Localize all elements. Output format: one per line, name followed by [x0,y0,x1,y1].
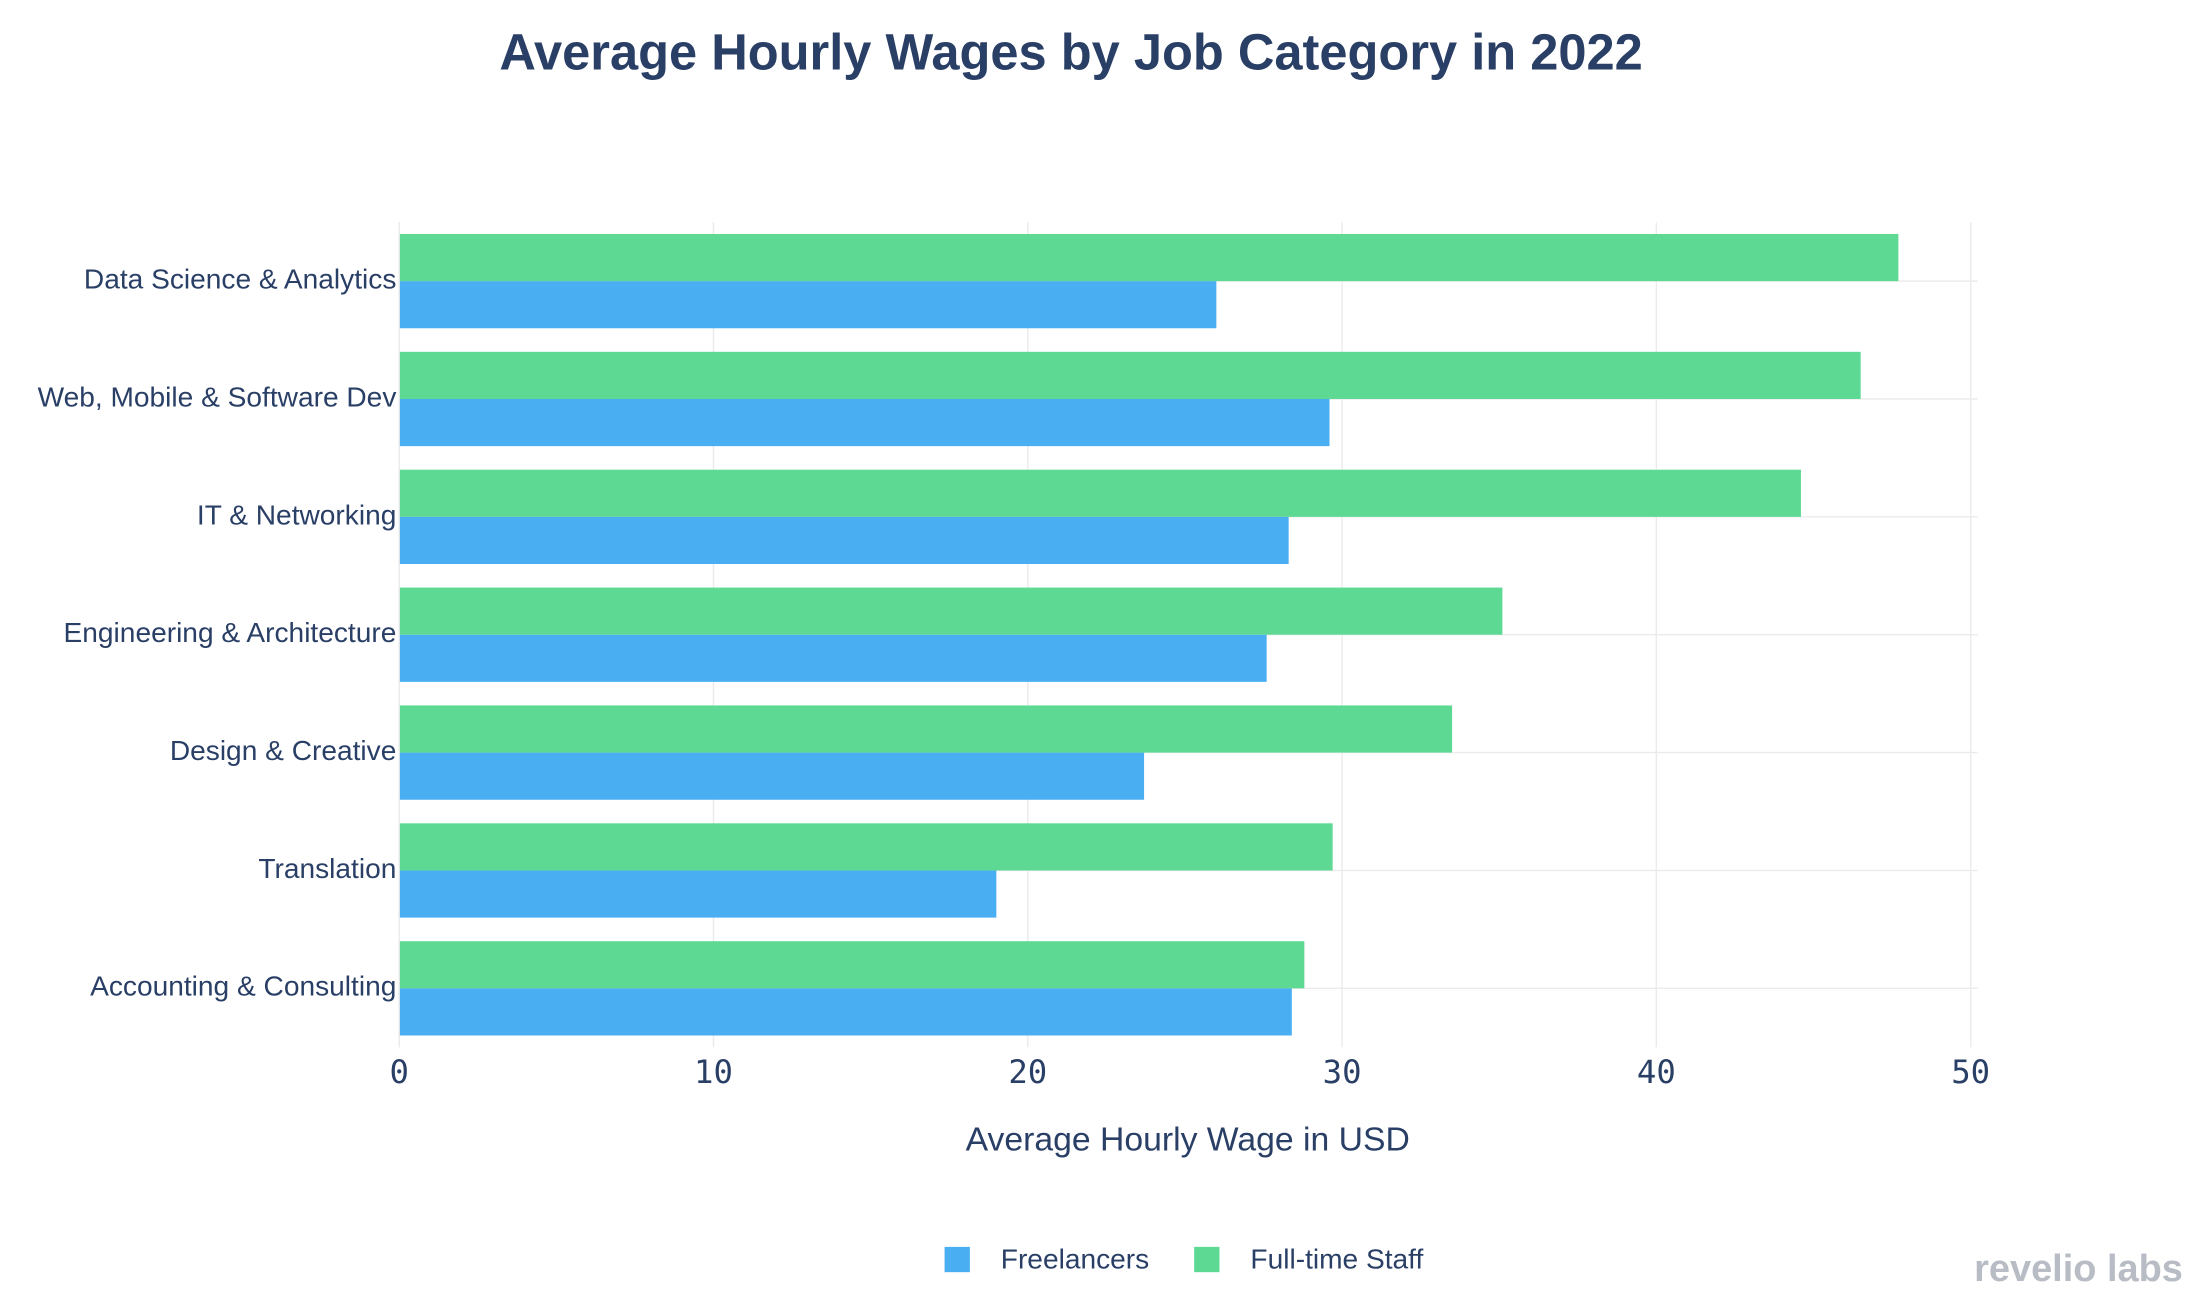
bar [399,752,1145,800]
y-tick-label: Design & Creative [170,735,397,766]
bar [399,705,1453,753]
legend-label: Freelancers [1001,1243,1149,1274]
bar [399,398,1330,447]
bar [399,233,1899,282]
bar [399,587,1503,635]
bar [399,469,1801,517]
chart-title: Average Hourly Wages by Job Category in … [499,24,1642,81]
x-tick-label: 30 [1323,1053,1362,1091]
bar [399,941,1305,989]
x-tick-label: 10 [694,1053,733,1091]
watermark: revelio labs [1974,1248,2183,1290]
x-tick-label: 0 [389,1053,408,1091]
legend-label: Full-time Staff [1250,1243,1423,1274]
bar [399,823,1333,871]
bar [399,634,1267,682]
y-tick-label: Accounting & Consulting [90,971,396,1002]
y-tick-label: Engineering & Architecture [64,617,397,648]
x-axis-label: Average Hourly Wage in USD [966,1120,1410,1158]
y-tick-label: Web, Mobile & Software Dev [38,381,397,412]
x-tick-label: 50 [1951,1053,1990,1091]
legend-swatch [1194,1246,1220,1273]
bar [399,988,1292,1036]
x-tick-label: 40 [1637,1053,1676,1091]
bar [399,516,1289,565]
bar [399,281,1217,329]
y-tick-label: Data Science & Analytics [84,264,396,295]
bar [399,351,1861,399]
y-tick-label: IT & Networking [197,499,396,530]
x-tick-label: 20 [1008,1053,1047,1091]
bar [399,870,997,918]
y-tick-label: Translation [258,853,396,884]
legend-swatch [944,1246,970,1273]
